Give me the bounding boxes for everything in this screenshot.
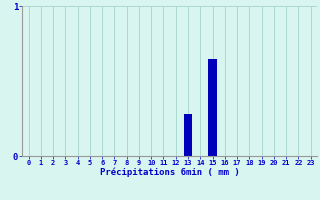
X-axis label: Précipitations 6min ( mm ): Précipitations 6min ( mm ) (100, 168, 239, 177)
Bar (184, 114, 192, 156)
Bar (208, 58, 217, 156)
